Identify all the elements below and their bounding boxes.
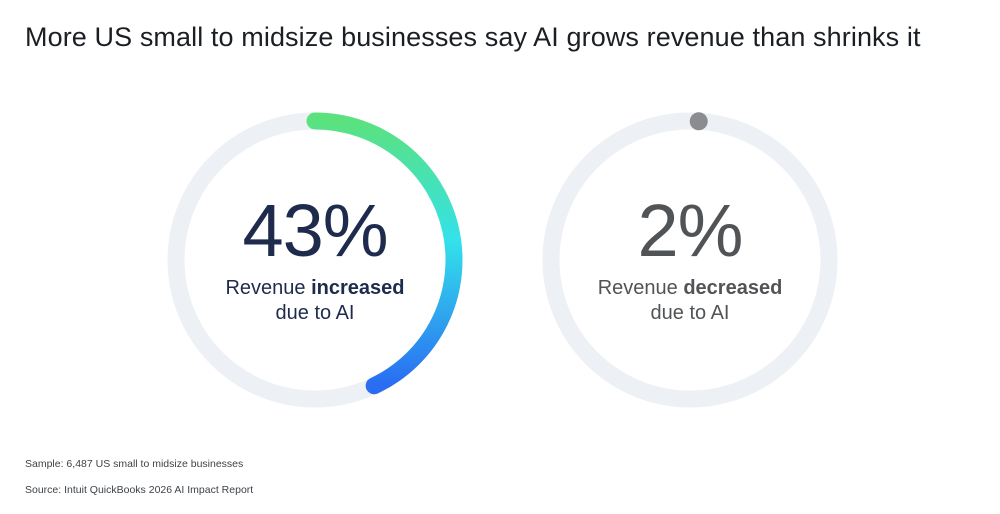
description-prefix: Revenue	[225, 277, 306, 299]
donut-center-increased: 43% Revenue increased due to AI	[165, 110, 465, 410]
description-suffix: due to AI	[650, 302, 730, 324]
description-suffix: due to AI	[275, 302, 355, 324]
donut-svg-decreased	[542, 112, 838, 408]
footnote-source: Source: Intuit QuickBooks 2026 AI Impact…	[25, 484, 254, 496]
donut-center-decreased: 2% Revenue decreased due to AI	[540, 110, 840, 410]
footnote-sample: Sample: 6,487 US small to midsize busine…	[25, 458, 244, 470]
donut-svg-increased	[167, 112, 463, 408]
description-increased: Revenue increased due to AI	[165, 276, 465, 326]
value-label-decreased: 2%	[637, 189, 744, 272]
donut-chart-decreased: 2% Revenue decreased due to AI	[540, 110, 840, 410]
donut-marker-decreased	[689, 112, 708, 131]
donut-arc-increased	[306, 112, 463, 395]
description-decreased: Revenue decreased due to AI	[540, 276, 840, 326]
description-bold: decreased	[683, 277, 783, 299]
description-prefix: Revenue	[597, 277, 678, 299]
description-bold: increased	[311, 277, 405, 299]
donut-chart-increased: 43% Revenue increased due to AI	[165, 110, 465, 410]
value-label-increased: 43%	[242, 189, 388, 272]
chart-title: More US small to midsize businesses say …	[25, 22, 921, 52]
